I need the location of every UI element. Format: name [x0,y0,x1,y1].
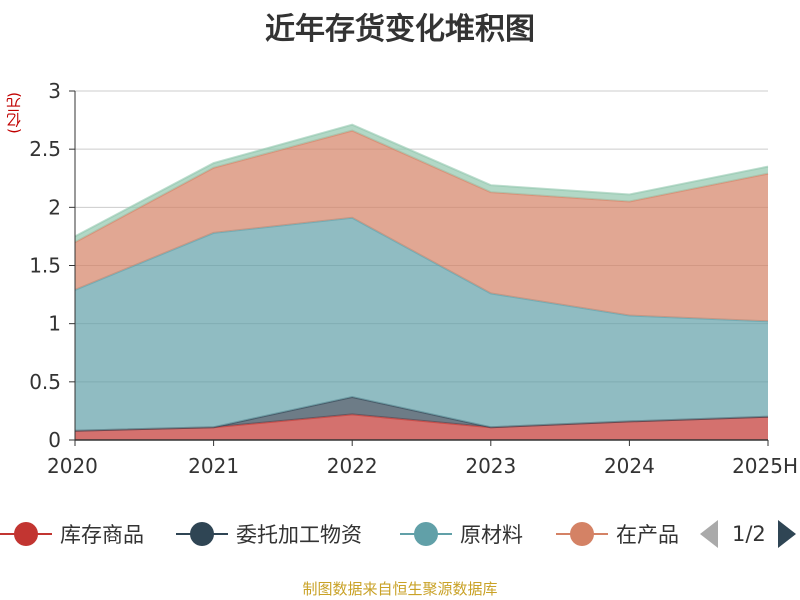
legend-swatch [0,520,52,548]
legend-label: 委托加工物资 [236,523,362,547]
area-series-0 [75,414,768,440]
x-tick-label: 2024 [604,454,655,478]
y-tick-label: 2.5 [29,137,61,161]
legend-item[interactable]: 在产品 [556,520,679,548]
area-series-1 [75,397,768,431]
stacked-area-chart: 0 0.5 1 1.5 2 2.5 3 2020 2021 2022 2023 2024 2025H [29,79,798,478]
legend-item[interactable]: 原材料 [400,520,523,548]
area-series [74,123,769,440]
legend-label: 原材料 [460,523,523,547]
legend-label: 在产品 [616,523,679,547]
y-tick-label: 2 [48,195,61,219]
legend-items-viewport: 库存商品 委托加工物资 原材料 在产品 [0,512,688,556]
y-tick-label: 0.5 [29,370,61,394]
chart-title: 近年存货变化堆积图 [265,12,535,47]
legend-swatch [556,520,608,548]
area-series-line-4 [74,123,769,238]
legend-item[interactable]: 库存商品 [0,520,144,548]
legend: 库存商品 委托加工物资 原材料 在产品 1/2 [0,512,800,556]
area-series-2 [75,217,768,431]
legend-swatch [176,520,228,548]
y-tick-label: 0 [48,428,61,452]
legend-item[interactable]: 委托加工物资 [176,520,362,548]
legend-swatch [400,520,452,548]
y-tick-label: 1 [48,312,61,336]
area-series-3 [75,130,768,322]
axes: 0 0.5 1 1.5 2 2.5 3 2020 2021 2022 2023 2024 2025H [29,79,798,478]
x-tick-label: 2022 [327,454,378,478]
source-note: 制图数据来自恒生聚源数据库 [302,580,498,598]
x-tick-label: 2025H [732,454,798,478]
y-tick-label: 1.5 [29,254,61,278]
x-tick-label: 2020 [47,454,98,478]
legend-pager: 1/2 [700,520,796,548]
y-tick-label: 3 [48,79,61,103]
legend-prev-page-icon[interactable] [700,520,718,548]
x-tick-label: 2023 [465,454,516,478]
x-tick-label: 2021 [188,454,239,478]
legend-label: 库存商品 [60,523,144,547]
legend-page-indicator: 1/2 [732,522,766,546]
legend-next-page-icon[interactable] [777,520,796,548]
